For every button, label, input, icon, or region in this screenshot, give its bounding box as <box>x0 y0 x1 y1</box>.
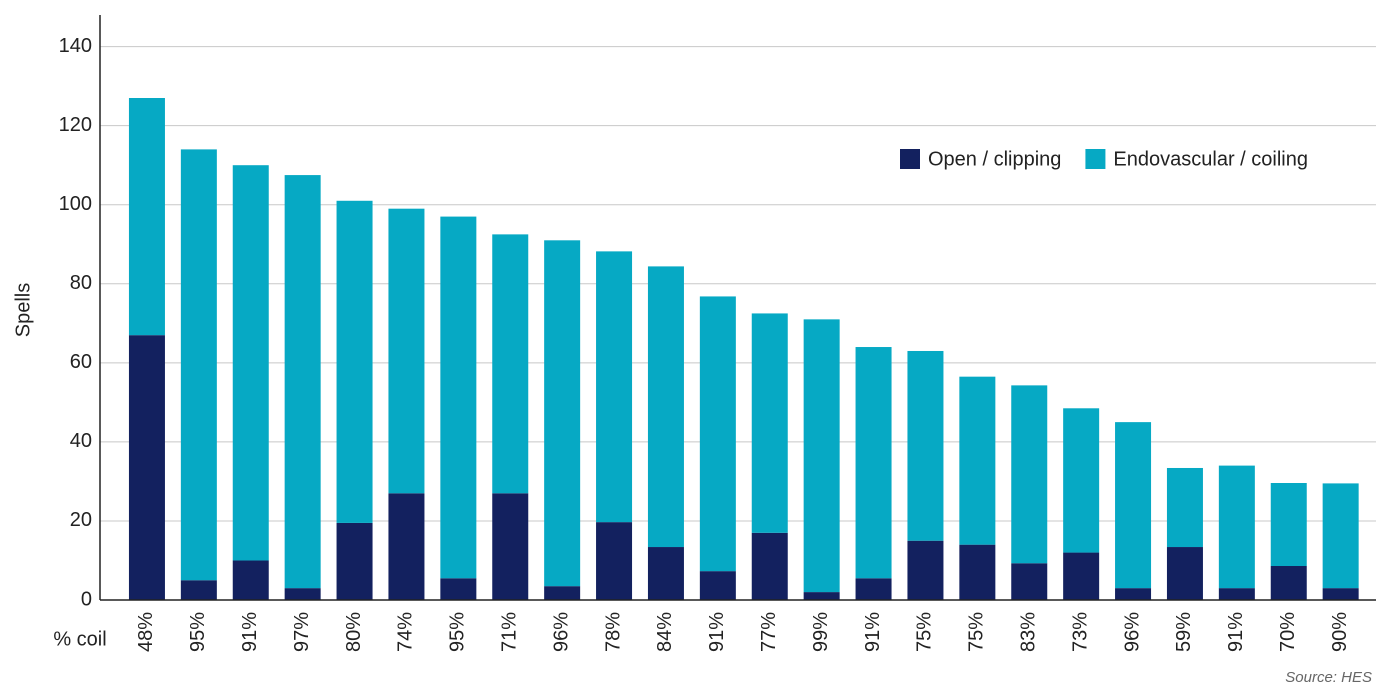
bar-segment <box>492 493 529 600</box>
x-tick-label: 97% <box>291 612 313 652</box>
bar-segment <box>751 313 788 533</box>
bar-segment <box>855 347 892 579</box>
y-tick-label: 100 <box>59 193 92 215</box>
legend-label: Open / clipping <box>928 148 1061 170</box>
bar-segment <box>959 376 996 545</box>
bar-segment <box>596 251 633 523</box>
bar-segment <box>180 149 217 581</box>
bar-segment <box>855 578 892 600</box>
x-tick-label: 83% <box>1018 612 1040 652</box>
x-tick-label: 99% <box>810 612 832 652</box>
x-tick-label: 80% <box>343 612 365 652</box>
x-tick-label: 48% <box>135 612 157 652</box>
bar-segment <box>1270 483 1307 567</box>
y-tick-label: 20 <box>70 509 92 531</box>
bar-segment <box>907 350 944 541</box>
bar-segment <box>1218 465 1255 589</box>
y-axis-label: Spells <box>12 283 34 337</box>
x-tick-label: 73% <box>1069 612 1091 652</box>
x-tick-label: 95% <box>447 612 469 652</box>
bar-segment <box>647 266 684 548</box>
x-tick-label: 75% <box>966 612 988 652</box>
y-tick-label: 120 <box>59 114 92 136</box>
bar-segment <box>388 493 425 600</box>
x-tick-label: 96% <box>550 612 572 652</box>
bar-segment <box>1166 547 1203 600</box>
x-tick-label: 91% <box>706 612 728 652</box>
bar-segment <box>1115 422 1152 589</box>
x-tick-label: 95% <box>187 612 209 652</box>
bar-segment <box>128 335 165 600</box>
bar-segment <box>180 580 217 600</box>
bar-segment <box>492 234 529 494</box>
bar-segment <box>232 560 269 600</box>
y-tick-label: 80 <box>70 272 92 294</box>
bar-segment <box>803 319 840 593</box>
legend-label: Endovascular / coiling <box>1113 148 1308 170</box>
bar-segment <box>1011 385 1048 564</box>
bar-segment <box>1115 588 1152 600</box>
x-tick-label: 91% <box>862 612 884 652</box>
bar-segment <box>1063 552 1100 600</box>
x-tick-label: 78% <box>602 612 624 652</box>
bar-segment <box>1011 563 1048 600</box>
bar-segment <box>284 588 321 600</box>
legend-swatch <box>1085 149 1106 169</box>
bar-segment <box>544 240 581 587</box>
bar-segment <box>1322 588 1359 600</box>
bar-segment <box>803 592 840 600</box>
x-tick-label: 75% <box>914 612 936 652</box>
x-axis-label: % coil <box>53 628 106 650</box>
bar-segment <box>336 522 373 600</box>
x-tick-label: 84% <box>654 612 676 652</box>
bar-segment <box>699 571 736 600</box>
bar-segment <box>1322 483 1359 589</box>
y-tick-label: 60 <box>70 351 92 373</box>
x-tick-label: 74% <box>395 612 417 652</box>
legend-swatch <box>900 149 920 169</box>
bar-segment <box>388 208 425 494</box>
x-tick-label: 91% <box>1225 612 1247 652</box>
bar-segment <box>647 547 684 600</box>
bar-segment <box>751 532 788 600</box>
bar-segment <box>1063 408 1100 553</box>
bar-segment <box>959 544 996 600</box>
bar-segment <box>1218 588 1255 600</box>
x-tick-label: 90% <box>1329 612 1351 652</box>
x-tick-label: 59% <box>1173 612 1195 652</box>
bar-segment <box>128 98 165 336</box>
bar-segment <box>699 296 736 572</box>
source: Source: HES <box>1285 669 1372 686</box>
y-tick-label: 0 <box>81 588 92 610</box>
bar-segment <box>596 522 633 600</box>
x-tick-label: 70% <box>1277 612 1299 652</box>
bar-segment <box>232 165 269 561</box>
bar-segment <box>1270 566 1307 600</box>
bar-segment <box>1166 467 1203 548</box>
x-tick-label: 77% <box>758 612 780 652</box>
y-tick-label: 140 <box>59 35 92 57</box>
x-tick-label: 96% <box>1121 612 1143 652</box>
x-tick-label: 71% <box>499 612 521 652</box>
bar-segment <box>907 540 944 600</box>
bar-segment <box>336 200 373 523</box>
bar-segment <box>284 175 321 589</box>
bar-segment <box>440 216 477 579</box>
y-tick-label: 40 <box>70 430 92 452</box>
bar-segment <box>440 578 477 600</box>
x-tick-label: 91% <box>239 612 261 652</box>
bar-segment <box>544 586 581 600</box>
